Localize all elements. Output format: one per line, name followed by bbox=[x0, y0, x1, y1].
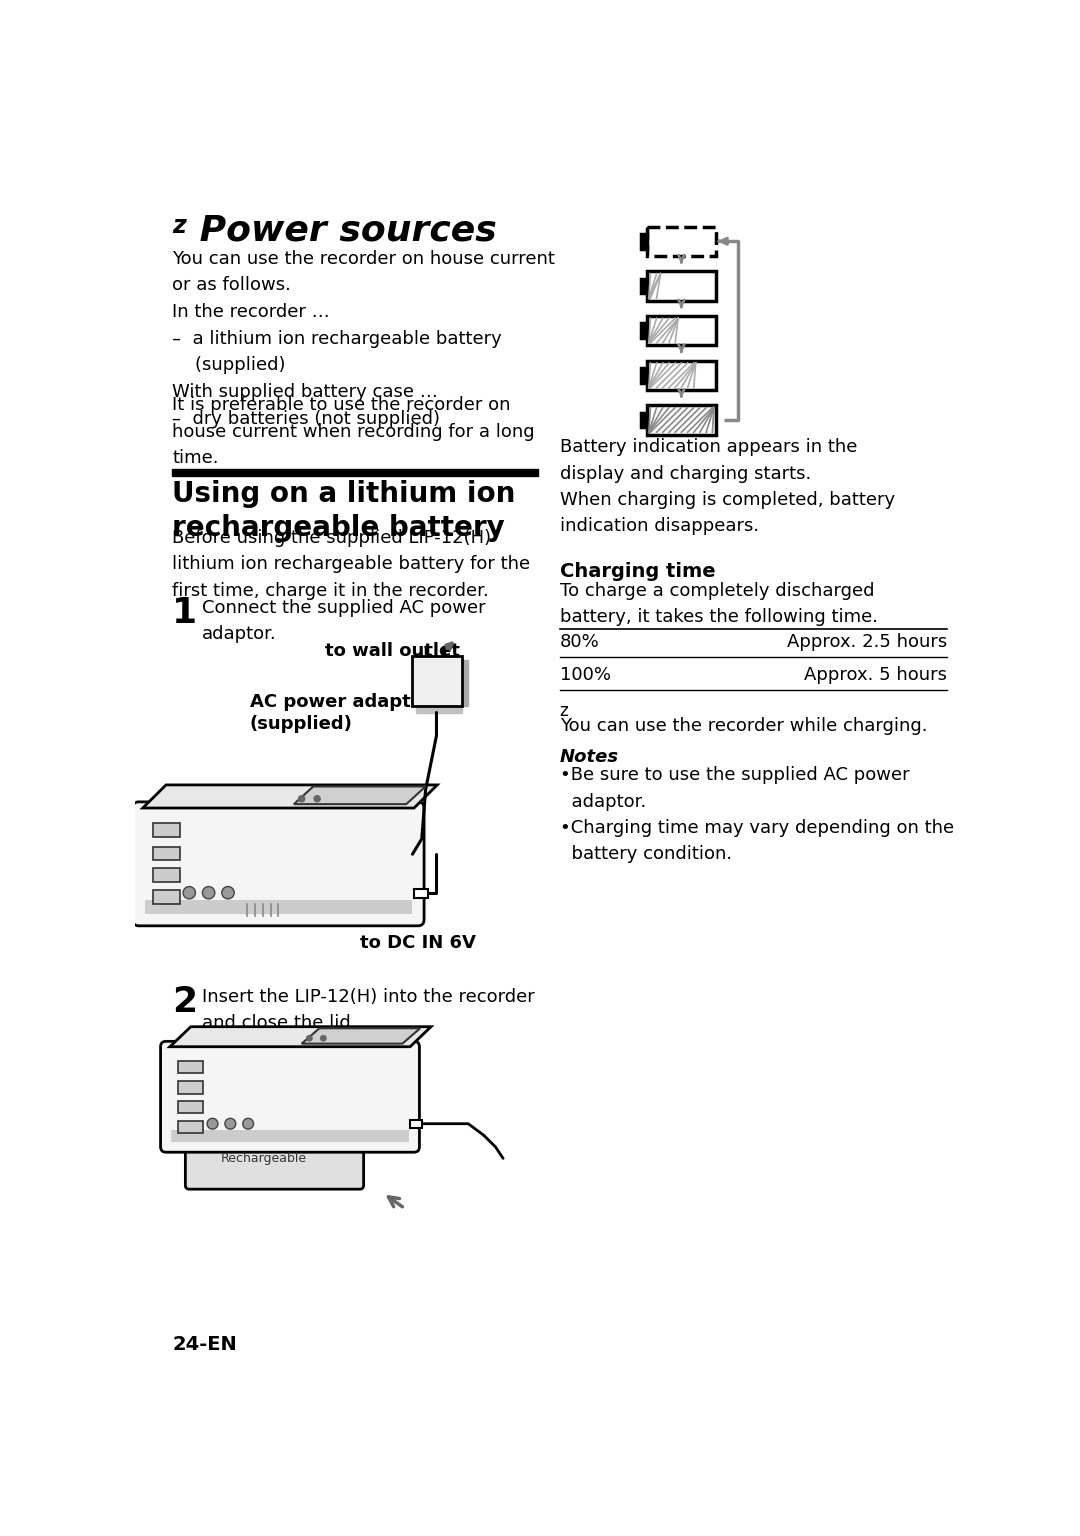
Text: Power sources: Power sources bbox=[187, 214, 497, 247]
Text: Approx. 2.5 hours: Approx. 2.5 hours bbox=[787, 633, 947, 651]
Bar bbox=[410, 1120, 422, 1127]
Bar bbox=[642, 278, 647, 293]
Polygon shape bbox=[170, 1026, 431, 1046]
FancyBboxPatch shape bbox=[186, 1132, 364, 1189]
Text: You can use the recorder on house current
or as follows.
In the recorder …
–  a : You can use the recorder on house curren… bbox=[172, 250, 555, 429]
Text: 2: 2 bbox=[172, 985, 198, 1018]
Circle shape bbox=[225, 1118, 235, 1129]
Circle shape bbox=[221, 886, 234, 899]
Bar bbox=[647, 227, 716, 257]
Text: 100%: 100% bbox=[559, 667, 610, 685]
Text: z: z bbox=[559, 702, 568, 720]
Text: It is preferable to use the recorder on
house current when recording for a long
: It is preferable to use the recorder on … bbox=[172, 396, 535, 467]
Bar bbox=[178, 1060, 203, 1074]
Text: Charging time: Charging time bbox=[559, 562, 715, 581]
Text: 80%: 80% bbox=[559, 633, 599, 651]
Bar bbox=[178, 1121, 203, 1134]
Text: z: z bbox=[172, 214, 186, 238]
Text: •Be sure to use the supplied AC power
  adaptor.
•Charging time may vary dependi: •Be sure to use the supplied AC power ad… bbox=[559, 766, 954, 863]
Text: 24-EN: 24-EN bbox=[172, 1335, 237, 1355]
Bar bbox=[462, 660, 469, 707]
Bar bbox=[642, 369, 647, 382]
Text: Approx. 5 hours: Approx. 5 hours bbox=[805, 667, 947, 685]
Polygon shape bbox=[143, 785, 437, 808]
Text: 1: 1 bbox=[172, 596, 198, 630]
Circle shape bbox=[314, 796, 321, 802]
Bar bbox=[172, 468, 538, 476]
Text: Using on a lithium ion
rechargeable battery: Using on a lithium ion rechargeable batt… bbox=[172, 479, 515, 542]
Bar bbox=[647, 272, 716, 301]
Bar bbox=[416, 707, 462, 713]
Polygon shape bbox=[301, 1028, 420, 1043]
Text: Notes: Notes bbox=[559, 748, 619, 766]
Bar bbox=[172, 1130, 408, 1143]
Text: Before using the supplied LIP-12(H)
lithium ion rechargeable battery for the
fir: Before using the supplied LIP-12(H) lith… bbox=[172, 530, 530, 599]
Bar bbox=[153, 823, 180, 837]
Text: AC power adaptor
(supplied): AC power adaptor (supplied) bbox=[249, 693, 432, 733]
Bar bbox=[642, 413, 647, 427]
Circle shape bbox=[307, 1035, 312, 1041]
Bar bbox=[649, 273, 661, 298]
FancyBboxPatch shape bbox=[161, 1041, 419, 1152]
Bar bbox=[647, 406, 716, 435]
Bar bbox=[649, 407, 714, 432]
Text: to wall outlet: to wall outlet bbox=[325, 642, 460, 660]
Text: To charge a completely discharged
battery, it takes the following time.: To charge a completely discharged batter… bbox=[559, 582, 878, 625]
Bar bbox=[642, 233, 647, 249]
Bar bbox=[649, 362, 696, 387]
Circle shape bbox=[202, 886, 215, 899]
Bar bbox=[411, 656, 462, 707]
Circle shape bbox=[321, 1035, 326, 1041]
Bar bbox=[145, 900, 411, 914]
Text: to DC IN 6V: to DC IN 6V bbox=[360, 934, 475, 951]
Text: You can use the recorder while charging.: You can use the recorder while charging. bbox=[559, 717, 928, 736]
Circle shape bbox=[207, 1118, 218, 1129]
Bar bbox=[178, 1081, 203, 1094]
Bar bbox=[153, 868, 180, 882]
Bar bbox=[642, 323, 647, 338]
Polygon shape bbox=[193, 1121, 372, 1135]
Bar bbox=[153, 846, 180, 860]
Bar bbox=[178, 1101, 203, 1114]
Text: Insert the LIP-12(H) into the recorder
and close the lid.: Insert the LIP-12(H) into the recorder a… bbox=[202, 988, 535, 1032]
Polygon shape bbox=[294, 786, 426, 805]
Circle shape bbox=[183, 886, 195, 899]
Text: Rechargeable: Rechargeable bbox=[220, 1152, 307, 1166]
Bar bbox=[414, 889, 428, 899]
Circle shape bbox=[243, 1118, 254, 1129]
Bar bbox=[647, 316, 716, 346]
Bar bbox=[153, 889, 180, 903]
Circle shape bbox=[298, 796, 305, 802]
FancyBboxPatch shape bbox=[133, 802, 424, 926]
Bar bbox=[647, 361, 716, 390]
Text: Battery indication appears in the
display and charging starts.
When charging is : Battery indication appears in the displa… bbox=[559, 438, 895, 535]
Text: Connect the supplied AC power
adaptor.: Connect the supplied AC power adaptor. bbox=[202, 599, 485, 644]
Bar bbox=[649, 318, 678, 343]
